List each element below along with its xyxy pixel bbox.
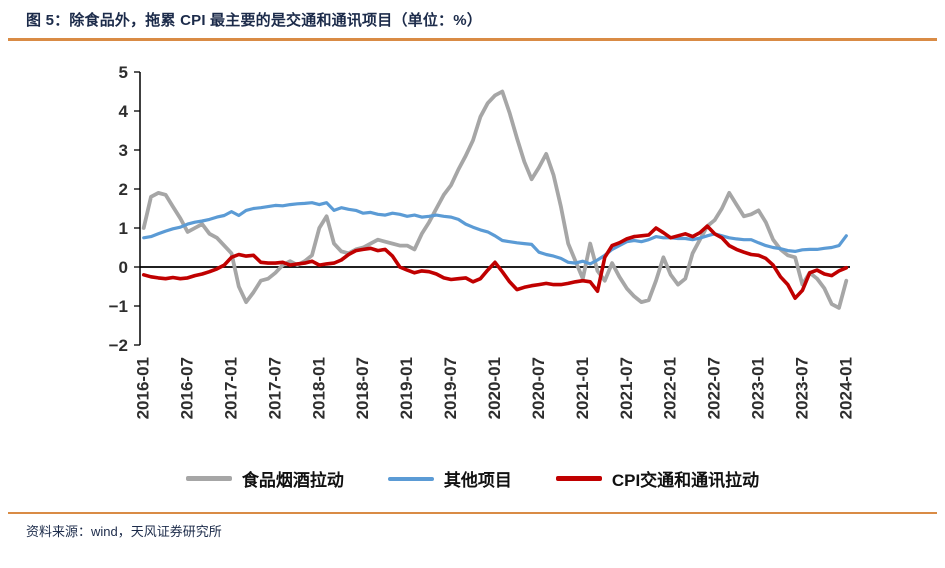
- blue-line-swatch: [387, 476, 434, 481]
- x-tick-label: 2021-01: [573, 357, 592, 419]
- x-tick-label: 2024-01: [836, 357, 855, 419]
- y-tick-label: −2: [109, 336, 128, 355]
- x-tick-label: 2017-07: [265, 357, 284, 419]
- y-tick-label: 4: [119, 102, 129, 121]
- x-tick-label: 2023-07: [792, 357, 811, 419]
- legend-label-food-tobacco: 食品烟酒拉动: [241, 471, 344, 490]
- legend-label-other: 其他项目: [443, 471, 512, 490]
- food-tobacco-alcohol-line: [141, 89, 849, 310]
- cpi-transport-comm-line: [141, 224, 849, 300]
- x-tick-label: 2018-07: [353, 357, 372, 419]
- x-tick-label: 2021-07: [617, 357, 636, 419]
- x-tick-label: 2020-01: [485, 357, 504, 419]
- legend-item-other: 其他项目: [387, 466, 512, 491]
- x-tick-label: 2019-01: [397, 357, 416, 419]
- figure-title: 图 5：除食品外，拖累 CPI 最主要的是交通和通讯项目（单位：%）: [26, 12, 482, 29]
- y-tick-label: 0: [119, 258, 128, 277]
- y-tick-label: −1: [109, 297, 128, 316]
- gray-line-swatch: [185, 476, 232, 481]
- x-tick-label: 2018-01: [309, 357, 328, 419]
- source-note: 资料来源：wind，天风证券研究所: [26, 524, 222, 539]
- y-tick-label: 3: [119, 141, 128, 160]
- legend-item-food-tobacco: 食品烟酒拉动: [185, 466, 344, 491]
- accent-divider-top: [8, 38, 937, 41]
- other-items-line: [142, 201, 848, 266]
- y-tick-label: 5: [119, 63, 128, 82]
- x-tick-label: 2022-07: [705, 357, 724, 419]
- y-tick-label: 2: [119, 180, 128, 199]
- x-tick-label: 2020-07: [529, 357, 548, 419]
- x-tick-label: 2016-01: [134, 357, 153, 419]
- x-tick-label: 2022-01: [661, 357, 680, 419]
- legend-item-transport-comm: CPI交通和通讯拉动: [555, 466, 760, 491]
- x-tick-label: 2023-01: [749, 357, 768, 419]
- cpi-contribution-chart: 5 4 3 2 1 0 −1 −2 2016-01 2016-07 2017-01 2017-07 20…: [109, 63, 856, 419]
- y-tick-label: 1: [119, 219, 128, 238]
- accent-divider-bottom: [8, 512, 937, 514]
- legend-label-transport-comm: CPI交通和通讯拉动: [611, 471, 760, 490]
- chart-legend: 食品烟酒拉动 其他项目 CPI交通和通讯拉动: [0, 466, 945, 491]
- x-tick-label: 2017-01: [221, 357, 240, 419]
- x-tick-label: 2016-07: [178, 357, 197, 419]
- red-line-swatch: [555, 476, 602, 481]
- x-tick-label: 2019-07: [441, 357, 460, 419]
